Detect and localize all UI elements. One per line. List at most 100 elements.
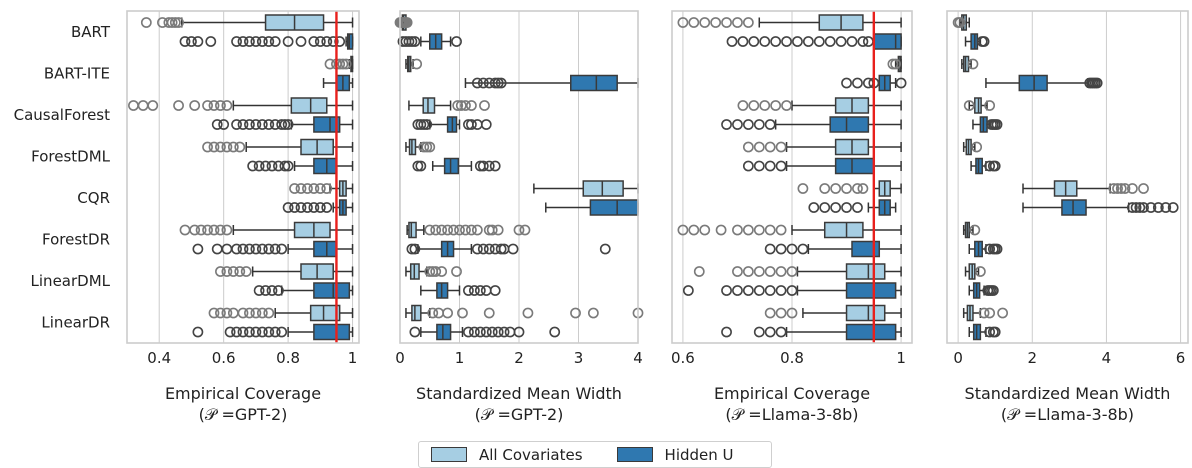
outlier-point: [721, 285, 732, 296]
box-all-covariates: [394, 14, 413, 31]
outlier-point: [677, 17, 689, 28]
legend-swatch-all-covariates: [431, 447, 467, 462]
outlier-point: [263, 243, 275, 255]
outlier-point: [202, 141, 213, 153]
box-iqr: [293, 221, 331, 239]
outlier-point: [963, 100, 975, 111]
outlier-point: [808, 202, 820, 213]
box-iqr: [851, 240, 881, 258]
box-hidden-u: [726, 33, 902, 50]
panel-3: 0.6 0.8 1 Empirical Coverage (𝒫 =Llama-3-8b): [671, 10, 913, 424]
x-axis-label: Standardized Mean Width: [965, 384, 1171, 403]
box-all-covariates: [405, 263, 462, 280]
outlier-point: [173, 100, 184, 111]
outlier-point: [244, 307, 255, 319]
outlier-point: [424, 266, 436, 277]
outlier-point: [231, 119, 242, 130]
outlier-point: [480, 326, 492, 338]
outlier-point: [1126, 202, 1138, 213]
outlier-point: [321, 36, 333, 47]
outlier-point: [455, 100, 467, 111]
box-hidden-u: [721, 323, 902, 341]
outlier-point: [276, 326, 288, 338]
outlier-point: [463, 326, 474, 338]
panel-2: 0 1 2 3 4 Standardized Mean Width (𝒫 =GPT-2): [394, 10, 644, 424]
outlier-point: [195, 224, 207, 236]
outlier-point: [857, 183, 869, 194]
box-iqr: [408, 221, 417, 239]
box-all-covariates: [1022, 180, 1149, 197]
box-iqr: [829, 116, 870, 133]
outlier-point: [984, 243, 996, 255]
outlier-point: [237, 307, 249, 319]
outlier-point: [693, 266, 705, 277]
outlier-point: [721, 17, 732, 28]
outlier-point: [748, 36, 760, 47]
outlier-point: [244, 36, 255, 47]
outlier-point: [984, 307, 996, 319]
box-iqr: [845, 282, 897, 299]
box-iqr: [845, 304, 886, 322]
outlier-point: [504, 326, 516, 338]
outlier-point: [770, 100, 782, 111]
outlier-point: [775, 243, 787, 255]
outlier-point: [1138, 183, 1149, 194]
tick-label: 4: [633, 349, 643, 367]
outlier-point: [457, 307, 468, 319]
outlier-point: [250, 119, 262, 130]
category-label: LinearDML: [31, 272, 111, 290]
outlier-point: [221, 100, 233, 111]
outlier-point: [215, 141, 226, 153]
outlier-point: [1126, 183, 1138, 194]
box-iqr: [313, 323, 351, 341]
outlier-point: [710, 17, 722, 28]
box-iqr: [436, 323, 452, 341]
tick-label: 0.8: [276, 349, 300, 367]
outlier-point: [513, 224, 525, 236]
outlier-point: [436, 224, 448, 236]
outlier-point: [483, 243, 495, 255]
tick-label: 1: [896, 349, 906, 367]
outlier-point: [483, 160, 495, 172]
box-all-covariates: [179, 221, 354, 239]
outlier-point: [289, 183, 300, 194]
box-all-covariates: [408, 97, 490, 114]
box-hidden-u: [742, 157, 902, 175]
outlier-point: [967, 58, 979, 70]
outlier-point: [215, 266, 226, 277]
box-hidden-u: [985, 74, 1103, 92]
outlier-point: [753, 141, 765, 153]
outlier-point: [471, 243, 483, 255]
outlier-point: [682, 285, 694, 296]
outlier-point: [260, 160, 271, 172]
outlier-point: [250, 307, 262, 319]
outlier-point: [260, 285, 271, 296]
box-iqr: [1061, 199, 1087, 216]
outlier-point: [418, 119, 430, 130]
outlier-point: [263, 307, 275, 319]
outlier-point: [454, 224, 465, 236]
outlier-point: [786, 266, 798, 277]
tick-label: 2: [514, 349, 524, 367]
box-hidden-u: [464, 74, 639, 92]
outlier-point: [742, 160, 754, 172]
outlier-point: [824, 36, 836, 47]
outlier-point: [302, 202, 313, 213]
outlier-point: [997, 307, 1009, 319]
outlier-point: [412, 160, 424, 172]
outlier-point: [1119, 183, 1131, 194]
box-iqr: [845, 263, 886, 280]
box-all-covariates: [140, 14, 354, 31]
box-hidden-u: [322, 74, 354, 92]
outlier-point: [186, 36, 197, 47]
outlier-point: [477, 160, 489, 172]
outlier-point: [250, 243, 262, 255]
outlier-point: [415, 160, 427, 172]
outlier-point: [430, 266, 442, 277]
outlier-point: [231, 326, 242, 338]
outlier-point: [202, 100, 213, 111]
outlier-point: [442, 224, 453, 236]
tick-label: 6: [1176, 349, 1186, 367]
outlier-point: [460, 224, 471, 236]
